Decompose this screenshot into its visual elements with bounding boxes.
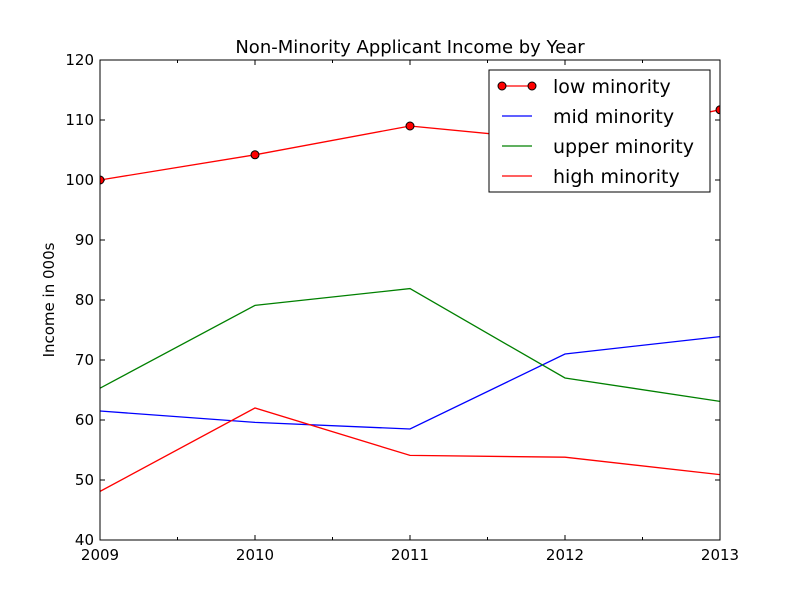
x-tick-label: 2010: [236, 546, 274, 564]
legend: low minority mid minority upper minority hi…: [488, 69, 711, 193]
series-line-high-minority: [100, 407, 720, 492]
data-point: [100, 175, 105, 185]
legend-item: mid minority: [502, 106, 674, 128]
y-axis-label: Income in 000s: [40, 242, 58, 357]
legend-label: high minority: [553, 166, 680, 188]
x-tick-label: 2011: [391, 546, 429, 564]
legend-item: high minority: [502, 166, 680, 188]
legend-marker: [497, 81, 507, 91]
legend-marker: [527, 81, 537, 91]
y-tick-label: 110: [65, 111, 94, 129]
y-tick-label: 50: [75, 471, 94, 489]
series-line-mid-minority: [100, 335, 720, 430]
series-line-upper-minority: [100, 287, 720, 403]
data-point: [715, 105, 720, 115]
legend-item: upper minority: [502, 136, 694, 158]
x-tick-label: 2012: [546, 546, 584, 564]
legend-label: upper minority: [553, 136, 694, 158]
y-tick-label: 100: [65, 171, 94, 189]
legend-item: low minority: [497, 76, 671, 98]
x-tick-label: 2013: [701, 546, 739, 564]
y-tick-label: 90: [75, 231, 94, 249]
legend-label: mid minority: [553, 106, 674, 128]
plot-frame: [99, 59, 721, 541]
y-tick-label: 120: [65, 51, 94, 69]
data-point: [250, 150, 260, 160]
y-tick-label: 70: [75, 351, 94, 369]
data-point: [405, 121, 415, 131]
tick-labels: 40 50 60 70 80 90 100 110 120 2009 2010 2011 2012 201…: [65, 51, 739, 564]
legend-label: low minority: [553, 76, 671, 98]
legend-box: [488, 69, 711, 193]
series-upper-minority: [100, 287, 720, 403]
y-tick-label: 80: [75, 291, 94, 309]
series-high-minority: [100, 407, 720, 492]
y-tick-label: 60: [75, 411, 94, 429]
series-mid-minority: [100, 335, 720, 430]
x-tick-label: 2009: [81, 546, 119, 564]
y-tick-label: 40: [75, 531, 94, 549]
chart-title: Non-Minority Applicant Income by Year: [235, 37, 585, 58]
